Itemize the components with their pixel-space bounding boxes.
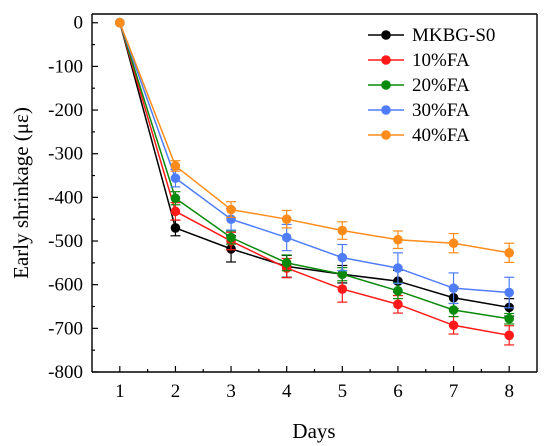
legend-label: 30%FA xyxy=(412,100,470,121)
data-point xyxy=(337,284,348,294)
y-tick-label: -200 xyxy=(48,100,83,121)
x-tick-label: 8 xyxy=(504,381,514,402)
y-tick-label: -500 xyxy=(48,231,83,252)
x-tick-label: 2 xyxy=(171,381,181,402)
y-tick-label: -100 xyxy=(48,56,83,77)
series-line xyxy=(119,22,510,320)
series-line xyxy=(119,22,510,254)
series-layer xyxy=(115,17,515,346)
data-point xyxy=(170,173,181,183)
data-point xyxy=(337,225,348,236)
y-tick-label: -300 xyxy=(48,144,83,165)
data-point xyxy=(448,305,459,315)
data-point xyxy=(170,206,181,217)
axes xyxy=(91,13,538,373)
series-3 xyxy=(115,17,515,325)
legend-label: MKBG-S0 xyxy=(412,25,495,46)
data-point xyxy=(115,17,125,28)
series-line xyxy=(119,22,510,309)
x-tick-label: 1 xyxy=(115,381,125,402)
ticks: 1 2 3 4 5 6 7 8 0 -100 -200 -300 -400 -500 -600 -700 -80… xyxy=(48,13,514,402)
y-tick-label: -600 xyxy=(48,275,83,296)
data-point xyxy=(448,283,459,293)
data-point xyxy=(337,269,348,280)
y-tick-label: 0 xyxy=(74,13,84,34)
data-point xyxy=(226,232,236,243)
legend-label: 20%FA xyxy=(412,75,470,96)
x-tick-label: 6 xyxy=(393,381,403,402)
data-point xyxy=(226,214,236,224)
data-point xyxy=(393,234,403,245)
x-tick-label: 7 xyxy=(449,381,459,402)
data-point xyxy=(281,258,292,268)
series-5 xyxy=(115,17,515,264)
y-tick-label: -400 xyxy=(48,187,83,208)
data-point xyxy=(448,320,459,331)
series-line xyxy=(119,22,510,294)
data-point xyxy=(448,238,459,249)
data-point xyxy=(393,299,403,310)
x-tick-label: 3 xyxy=(226,381,236,402)
data-point xyxy=(170,161,181,171)
y-tick-label: -800 xyxy=(48,362,83,383)
y-tick-label: -700 xyxy=(48,318,83,339)
data-point xyxy=(281,232,292,243)
data-point xyxy=(170,193,181,204)
x-tick-label: 4 xyxy=(282,381,292,402)
data-point xyxy=(281,214,292,224)
legend-label: 40%FA xyxy=(412,125,470,146)
legend-label: 10%FA xyxy=(412,50,470,71)
data-point xyxy=(226,204,236,215)
data-point xyxy=(393,285,403,296)
y-axis-title: Early shrinkage (με) xyxy=(9,107,33,279)
data-point xyxy=(393,263,403,273)
legend-swatch-marker xyxy=(381,80,391,90)
legend-swatch-marker xyxy=(381,130,391,140)
x-tick-label: 5 xyxy=(338,381,348,402)
data-point xyxy=(504,248,514,258)
legend-swatch-marker xyxy=(381,30,391,40)
data-point xyxy=(504,287,514,298)
data-point xyxy=(170,223,181,233)
legend-swatch-marker xyxy=(381,105,391,115)
series-line xyxy=(119,22,510,337)
data-point xyxy=(337,252,348,263)
data-point xyxy=(504,313,514,324)
legend-swatch-marker xyxy=(381,55,391,65)
x-axis-title: Days xyxy=(292,419,335,443)
series-4 xyxy=(115,17,515,309)
legend: MKBG-S0 10%FA 20%FA 30%FA 40%FA xyxy=(368,25,495,146)
data-point xyxy=(504,330,514,341)
